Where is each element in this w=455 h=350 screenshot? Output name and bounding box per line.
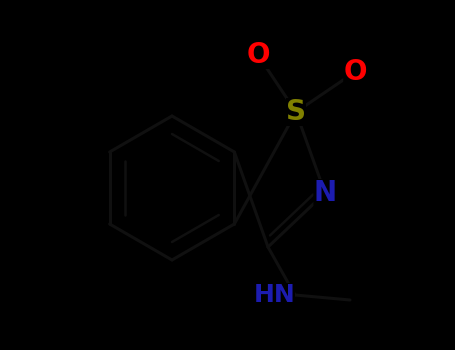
Text: O: O (246, 41, 270, 69)
Text: HN: HN (253, 283, 295, 307)
Text: N: N (313, 179, 337, 207)
Text: O: O (343, 58, 367, 86)
Text: S: S (286, 98, 306, 126)
